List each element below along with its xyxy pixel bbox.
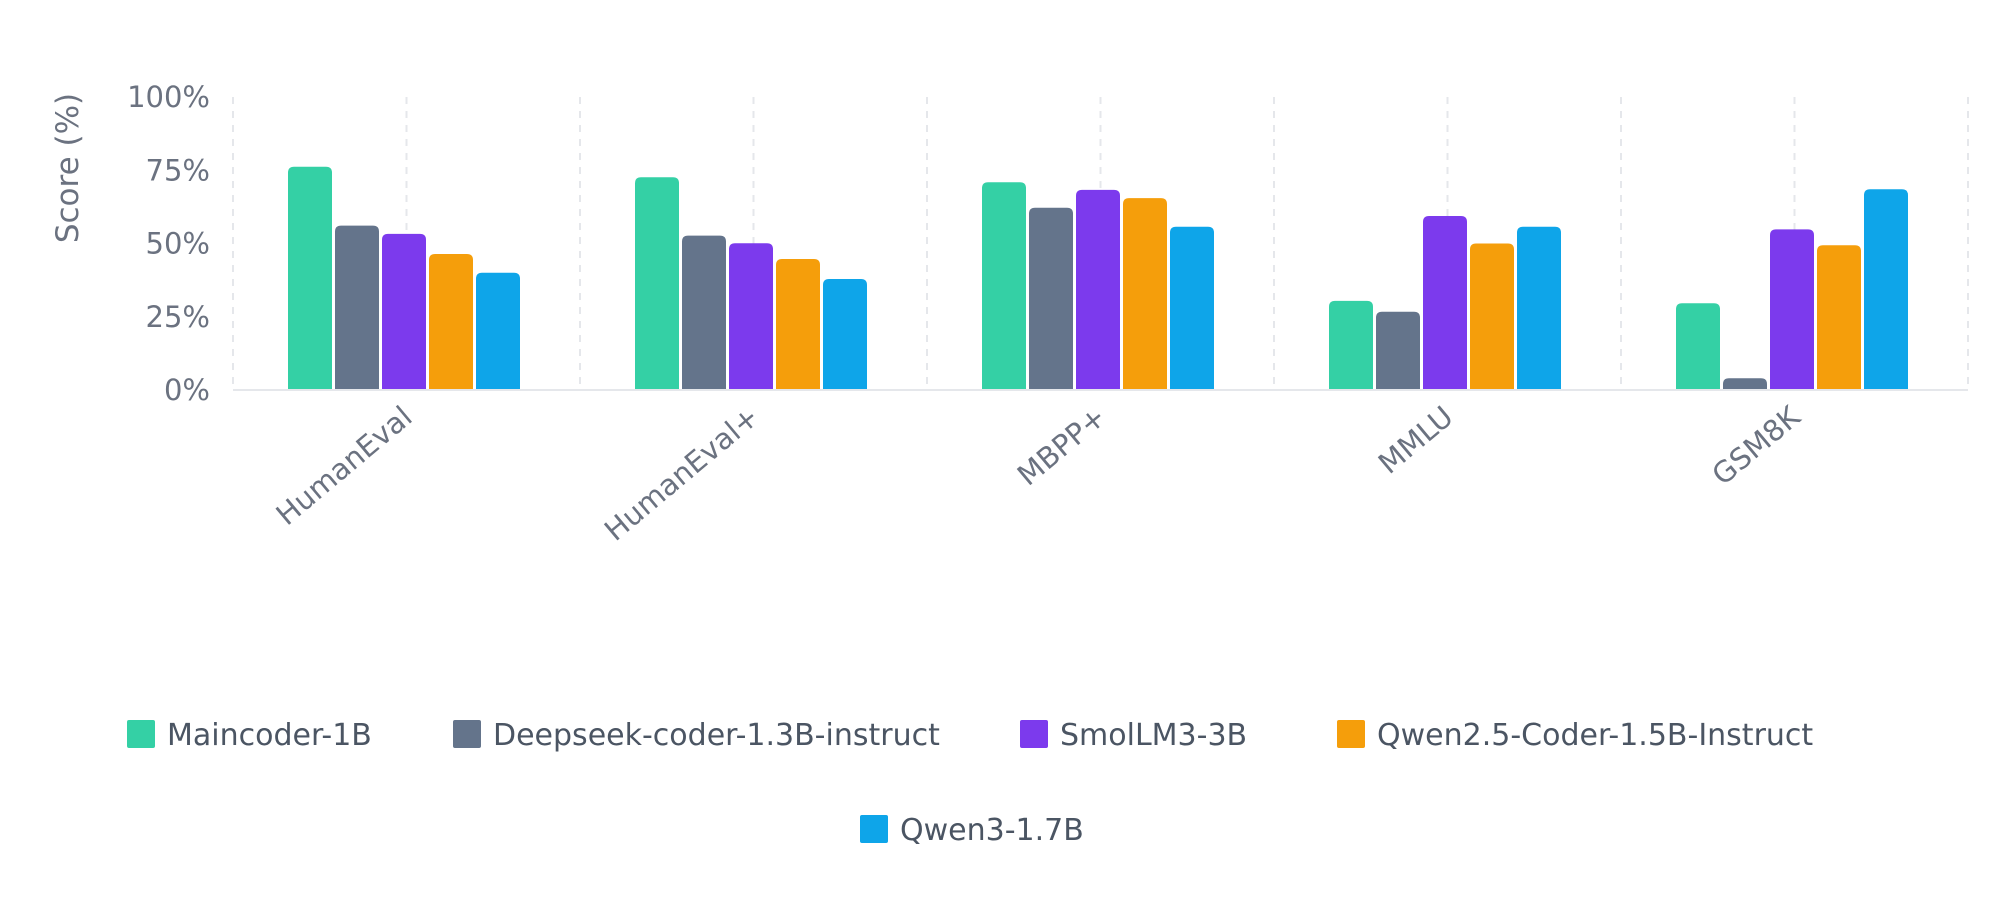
bar-humaneval-smollm3-3b bbox=[729, 243, 773, 390]
bar-mbpp-qwen2-5-coder-1-5b-instruct bbox=[1123, 198, 1167, 390]
x-axis-ticks: HumanEval HumanEval+ MBPP+ MMLU GSM8K bbox=[270, 399, 1808, 548]
y-axis-ticks: 0% 25% 50% 75% 100% bbox=[127, 80, 210, 407]
bar-gsm8k-smollm3-3b bbox=[1770, 229, 1814, 390]
bar-mmlu-qwen2-5-coder-1-5b-instruct bbox=[1470, 243, 1514, 390]
bar-mbpp-smollm3-3b bbox=[1076, 189, 1120, 390]
x-tick-label: HumanEval+ bbox=[598, 399, 766, 547]
legend-swatch bbox=[453, 720, 481, 748]
bar-mmlu-deepseek-coder-1-3b-instruct bbox=[1376, 311, 1420, 390]
y-tick-label: 50% bbox=[146, 227, 210, 261]
bar-mbpp-deepseek-coder-1-3b-instruct bbox=[1029, 207, 1073, 390]
legend-label: Qwen2.5-Coder-1.5B-Instruct bbox=[1377, 718, 1813, 753]
bar-mmlu-maincoder-1b bbox=[1329, 300, 1373, 390]
bars bbox=[288, 166, 1908, 390]
legend-label: Qwen3-1.7B bbox=[900, 813, 1084, 848]
legend-swatch bbox=[1337, 720, 1365, 748]
bar-humaneval-maincoder-1b bbox=[635, 177, 679, 390]
y-tick-label: 100% bbox=[127, 80, 210, 114]
legend-label: SmolLM3-3B bbox=[1060, 718, 1247, 753]
x-tick-label: MBPP+ bbox=[1011, 399, 1113, 492]
y-axis-title: Score (%) bbox=[50, 93, 86, 243]
bar-mmlu-smollm3-3b bbox=[1423, 215, 1467, 390]
bar-humaneval-qwen3-1-7b bbox=[823, 278, 867, 390]
y-tick-label: 0% bbox=[164, 373, 210, 407]
legend-label: Maincoder-1B bbox=[167, 718, 372, 753]
legend-swatch bbox=[127, 720, 155, 748]
bar-mmlu-qwen3-1-7b bbox=[1517, 226, 1561, 390]
bar-gsm8k-qwen2-5-coder-1-5b-instruct bbox=[1817, 245, 1861, 390]
bar-humaneval-smollm3-3b bbox=[382, 233, 426, 390]
bar-humaneval-qwen2-5-coder-1-5b-instruct bbox=[776, 259, 820, 390]
legend-swatch bbox=[860, 815, 888, 843]
y-tick-label: 75% bbox=[146, 153, 210, 187]
bar-gsm8k-qwen3-1-7b bbox=[1864, 189, 1908, 390]
legend-item: SmolLM3-3B bbox=[1020, 718, 1247, 753]
bar-humaneval-qwen2-5-coder-1-5b-instruct bbox=[429, 254, 473, 390]
bar-gsm8k-maincoder-1b bbox=[1676, 303, 1720, 390]
bar-humaneval-deepseek-coder-1-3b-instruct bbox=[682, 235, 726, 390]
x-tick-label: MMLU bbox=[1372, 399, 1460, 480]
legend-item: Qwen3-1.7B bbox=[860, 813, 1084, 848]
x-tick-label: HumanEval bbox=[270, 399, 419, 532]
legend-label: Deepseek-coder-1.3B-instruct bbox=[493, 718, 940, 753]
bar-humaneval-maincoder-1b bbox=[288, 166, 332, 390]
bar-mbpp-qwen3-1-7b bbox=[1170, 226, 1214, 390]
bar-humaneval-deepseek-coder-1-3b-instruct bbox=[335, 225, 379, 390]
bar-humaneval-qwen3-1-7b bbox=[476, 272, 520, 390]
legend-swatch bbox=[1020, 720, 1048, 748]
bar-gsm8k-deepseek-coder-1-3b-instruct bbox=[1723, 378, 1767, 390]
legend-item: Qwen2.5-Coder-1.5B-Instruct bbox=[1337, 718, 1813, 753]
legend-item: Maincoder-1B bbox=[127, 718, 372, 753]
y-tick-label: 25% bbox=[146, 300, 210, 334]
bar-mbpp-maincoder-1b bbox=[982, 182, 1026, 390]
legend-item: Deepseek-coder-1.3B-instruct bbox=[453, 718, 940, 753]
x-tick-label: GSM8K bbox=[1705, 399, 1807, 492]
legend: Maincoder-1B Deepseek-coder-1.3B-instruct… bbox=[127, 718, 1813, 848]
